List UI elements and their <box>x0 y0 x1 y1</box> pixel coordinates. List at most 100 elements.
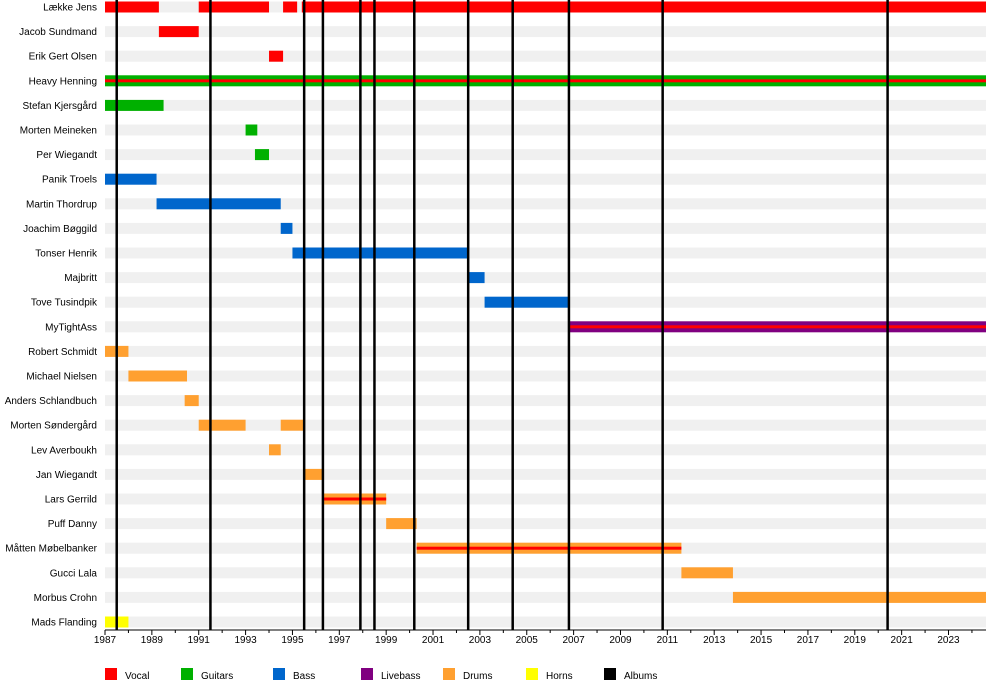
legend: Vocal Guitars Bass Livebass Drums Horns Albums <box>105 668 657 682</box>
legend-label-vocal: Vocal <box>125 671 149 682</box>
bar-erik-gert-olsen-vocal <box>269 50 284 62</box>
bar-lars-gerrild-vocal-stripe <box>322 497 387 501</box>
member-label-mytightass: MyTightAss <box>45 322 97 333</box>
member-label-mads-flanding: Mads Flanding <box>31 618 97 629</box>
member-label-majbritt: Majbritt <box>64 273 97 284</box>
x-tick-label: 2001 <box>422 635 445 646</box>
x-tick-label: 2003 <box>469 635 492 646</box>
row-stripe <box>105 468 986 480</box>
x-tick-label: 2017 <box>797 635 820 646</box>
member-label-robert-schmidt: Robert Schmidt <box>28 347 97 358</box>
x-tick-label: 1995 <box>281 635 304 646</box>
bar-martin-thordrup-bass <box>156 198 281 210</box>
bar-stefan-kjersgard-guitars <box>105 99 164 111</box>
legend-label-bass: Bass <box>293 671 315 682</box>
member-label-matten-m-belbanker: Måtten Møbelbanker <box>5 543 97 555</box>
x-tick-label: 2009 <box>609 635 632 646</box>
member-label-martin-thordrup: Martin Thordrup <box>26 199 97 210</box>
row-stripe <box>105 518 986 530</box>
member-labels: Lække Jens Jacob Sundmand Erik Gert Olsen H… <box>5 3 98 629</box>
row-stripe <box>105 493 986 505</box>
row-stripe <box>105 567 986 579</box>
x-tick-label: 1991 <box>188 635 211 646</box>
row-stripe <box>105 321 986 333</box>
x-tick-label: 1999 <box>375 635 398 646</box>
legend-label-albums: Albums <box>624 671 657 682</box>
bar-l-kke-jens-vocal <box>283 1 298 13</box>
legend-swatch-vocal <box>105 668 117 680</box>
member-label-gucci-lala: Gucci Lala <box>50 568 98 579</box>
row-stripe <box>105 272 986 284</box>
bar-morten-meineken-guitars <box>245 124 258 136</box>
row-stripe <box>105 345 986 357</box>
member-label-tonser-henrik: Tonser Henrik <box>35 249 98 260</box>
member-label-puff-danny: Puff Danny <box>48 519 97 530</box>
x-tick-label: 2019 <box>844 635 867 646</box>
member-label-jacob-sundmand: Jacob Sundmand <box>19 27 97 38</box>
row-stripe <box>105 247 986 259</box>
legend-swatch-guitars <box>181 668 193 680</box>
member-label-stefan-kjersgard: Stefan Kjersgård <box>23 100 98 112</box>
member-label-morten-s-ndergard: Morten Søndergård <box>10 420 97 432</box>
bar-morbus-crohn-drums <box>732 591 986 603</box>
bar-l-kke-jens-vocal <box>301 1 986 13</box>
bar-jacob-sundmand-vocal <box>158 26 199 38</box>
bar-matten-m-belbanker-vocal-stripe <box>416 546 682 550</box>
album-lines <box>115 0 889 630</box>
bar-morten-s-ndergard-drums <box>198 419 246 431</box>
member-label-jan-wiegandt: Jan Wiegandt <box>36 470 97 481</box>
row-stripe <box>105 173 986 185</box>
member-label-per-wiegandt: Per Wiegandt <box>36 150 97 161</box>
row-stripe <box>105 616 986 628</box>
bar-jan-wiegandt-drums <box>304 468 323 480</box>
x-tick-label: 2013 <box>703 635 726 646</box>
legend-swatch-albums <box>604 668 616 680</box>
row-stripe <box>105 149 986 161</box>
bar-puff-danny-drums <box>386 518 417 530</box>
member-label-erik-gert-olsen: Erik Gert Olsen <box>29 52 97 63</box>
legend-label-livebass: Livebass <box>381 671 420 682</box>
member-label-joachim-b-ggild: Joachim Bøggild <box>23 224 97 235</box>
x-tick-label: 1989 <box>141 635 164 646</box>
x-axis: 1987 1989 1991 1993 1995 1997 1999 2001 2003 2005… <box>94 629 986 646</box>
legend-swatch-drums <box>443 668 455 680</box>
x-tick-label: 2023 <box>937 635 960 646</box>
row-stripe <box>105 124 986 136</box>
x-tick-label: 1997 <box>328 635 351 646</box>
x-tick-label: 2011 <box>657 635 679 646</box>
bar-majbritt-bass <box>468 272 485 284</box>
row-stripe <box>105 198 986 210</box>
x-tick-label: 1993 <box>234 635 257 646</box>
row-stripe <box>105 444 986 456</box>
member-label-l-kke-jens: Lække Jens <box>43 3 97 14</box>
row-stripe <box>105 26 986 38</box>
member-label-tove-tusindpik: Tove Tusindpik <box>31 298 98 309</box>
bar-l-kke-jens-vocal <box>105 1 159 13</box>
bar-panik-troels-bass <box>105 173 157 185</box>
legend-swatch-livebass <box>361 668 373 680</box>
member-label-heavy-henning: Heavy Henning <box>29 76 97 87</box>
bar-joachim-b-ggild-bass <box>280 222 293 234</box>
row-stripe <box>105 419 986 431</box>
bar-l-kke-jens-vocal <box>198 1 270 13</box>
row-stripes <box>105 1 986 628</box>
member-label-panik-troels: Panik Troels <box>42 175 97 186</box>
member-bars <box>105 1 986 628</box>
legend-swatch-horns <box>526 668 538 680</box>
x-tick-label: 2007 <box>562 635 585 646</box>
x-tick-label: 1987 <box>94 635 117 646</box>
bar-tonser-henrik-bass <box>292 247 469 259</box>
bar-anders-schlandbuch-drums <box>184 395 199 407</box>
bar-michael-nielsen-drums <box>128 370 188 382</box>
legend-label-guitars: Guitars <box>201 671 233 682</box>
row-stripe <box>105 370 986 382</box>
legend-swatch-bass <box>273 668 285 680</box>
row-stripe <box>105 99 986 111</box>
bar-morten-s-ndergard-drums <box>280 419 305 431</box>
member-label-morten-meineken: Morten Meineken <box>20 126 97 137</box>
legend-label-drums: Drums <box>463 671 492 682</box>
bar-tove-tusindpik-bass <box>484 296 569 308</box>
x-tick-label: 2015 <box>750 635 773 646</box>
bar-lev-averboukh-drums <box>269 444 281 456</box>
